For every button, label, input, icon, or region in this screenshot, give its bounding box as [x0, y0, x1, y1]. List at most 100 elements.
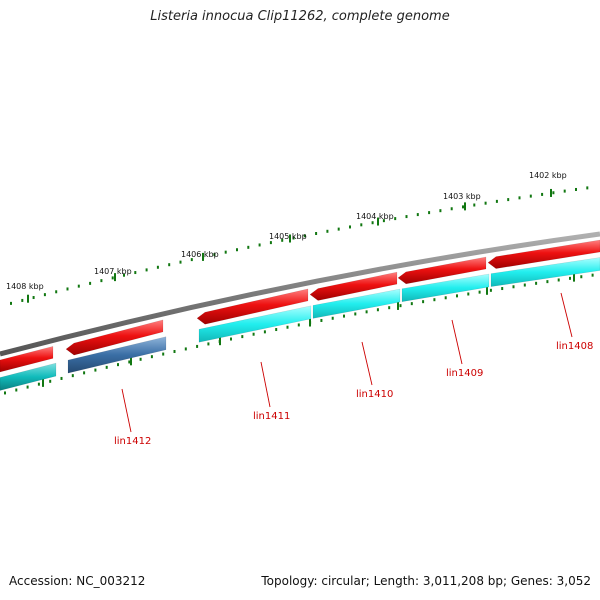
scale-minor-tick: [507, 198, 510, 202]
scale-minor-tick: [529, 194, 532, 198]
scale-minor-tick: [495, 199, 498, 203]
cds-teal-bar: [0, 362, 57, 391]
scale-minor-tick: [55, 290, 58, 294]
inner-minor-tick: [343, 314, 345, 318]
inner-major-tick: [309, 318, 311, 327]
scale-minor-tick: [111, 276, 114, 280]
scale-minor-tick: [326, 229, 329, 233]
scale-minor-tick: [123, 273, 125, 277]
inner-major-tick: [42, 378, 44, 387]
scale-minor-tick: [269, 241, 272, 245]
scale-minor-tick: [281, 238, 284, 242]
scale-minor-tick: [394, 217, 397, 221]
inner-minor-tick: [275, 328, 278, 332]
cds-cyan-bar: [401, 273, 490, 302]
scale-minor-tick: [258, 243, 261, 247]
scale-minor-tick: [371, 221, 374, 225]
gene-label-connector: [361, 341, 373, 386]
tick-label: 1406 kbp: [181, 250, 219, 259]
inner-minor-tick: [252, 332, 255, 336]
scale-minor-tick: [77, 284, 80, 288]
scale-major-tick: [550, 188, 552, 197]
inner-minor-tick: [489, 288, 492, 292]
inner-minor-tick: [117, 363, 119, 367]
inner-minor-tick: [591, 273, 594, 277]
inner-minor-tick: [320, 318, 323, 322]
scale-minor-tick: [10, 301, 12, 305]
gene-label-connector: [560, 292, 573, 338]
cds-cyan-bar: [198, 305, 312, 343]
scale-minor-tick: [450, 207, 453, 211]
scale-minor-tick: [43, 293, 46, 297]
inner-major-tick: [573, 273, 575, 282]
inner-minor-tick: [230, 337, 232, 341]
inner-minor-tick: [501, 287, 504, 291]
inner-minor-tick: [444, 296, 447, 300]
inner-minor-tick: [422, 300, 425, 304]
scale-minor-tick: [337, 227, 340, 231]
inner-minor-tick: [150, 355, 153, 359]
gene-label[interactable]: lin1412: [114, 436, 151, 447]
scale-minor-tick: [382, 219, 385, 223]
tick-label: 1404 kbp: [356, 212, 394, 221]
inner-minor-tick: [456, 294, 458, 298]
scale-major-tick: [27, 294, 29, 303]
inner-minor-tick: [105, 365, 108, 369]
inner-minor-tick: [286, 325, 289, 329]
scale-major-tick: [202, 252, 204, 261]
inner-minor-tick: [128, 360, 131, 364]
gene-label-connector: [260, 361, 271, 408]
inner-minor-tick: [580, 275, 583, 279]
inner-minor-tick: [365, 310, 368, 314]
scale-minor-tick: [247, 245, 250, 249]
feature-red-arrow: [309, 271, 398, 301]
inner-minor-tick: [37, 382, 40, 386]
feature-red-arrow: [0, 346, 54, 373]
genome-stats-text: Topology: circular; Length: 3,011,208 bp…: [261, 574, 591, 588]
genome-backbone-line: [0, 231, 600, 357]
gene-label[interactable]: lin1411: [253, 411, 290, 422]
inner-minor-tick: [569, 276, 571, 280]
inner-minor-tick: [4, 391, 6, 395]
inner-minor-tick: [512, 285, 515, 289]
scale-minor-tick: [439, 209, 442, 213]
map-title: Listeria innocua Clip11262, complete gen…: [150, 9, 450, 24]
tick-label: 1403 kbp: [443, 192, 481, 201]
tick-label: 1407 kbp: [94, 267, 132, 276]
inner-minor-tick: [376, 308, 379, 312]
scale-minor-tick: [21, 298, 24, 302]
inner-minor-tick: [399, 304, 402, 308]
gene-label[interactable]: lin1410: [356, 389, 393, 400]
gene-label[interactable]: lin1408: [556, 341, 593, 352]
scale-minor-tick: [462, 205, 464, 209]
gene-label[interactable]: lin1409: [446, 368, 483, 379]
gene-features: [0, 239, 600, 391]
scale-minor-tick: [360, 223, 363, 227]
inner-minor-tick: [535, 281, 538, 285]
inner-minor-tick: [71, 374, 74, 378]
scale-minor-tick: [349, 225, 351, 229]
scale-minor-tick: [416, 213, 419, 217]
accession-text: Accession: NC_003212: [9, 574, 146, 588]
inner-minor-tick: [184, 347, 187, 351]
scale-major-tick: [114, 273, 116, 282]
inner-major-tick: [130, 357, 132, 366]
gene-labels: lin1412 lin1411 lin1410 lin1409 lin1408: [114, 341, 593, 447]
scale-minor-tick: [179, 260, 182, 264]
scale-minor-tick: [575, 187, 577, 191]
inner-minor-tick: [15, 388, 18, 392]
scale-minor-tick: [145, 268, 148, 272]
scale-major-tick: [377, 217, 379, 226]
inner-minor-tick: [162, 352, 165, 356]
scale-minor-tick: [89, 281, 92, 285]
feature-red-arrow: [487, 239, 600, 269]
scale-minor-tick: [134, 271, 137, 275]
inner-major-tick: [219, 337, 221, 346]
scale-minor-tick: [315, 232, 318, 236]
scale-minor-tick: [586, 186, 589, 190]
scale-minor-tick: [292, 236, 295, 240]
scale-minor-tick: [484, 201, 487, 205]
cds-blue-bar: [67, 336, 167, 374]
inner-minor-tick: [263, 330, 266, 334]
